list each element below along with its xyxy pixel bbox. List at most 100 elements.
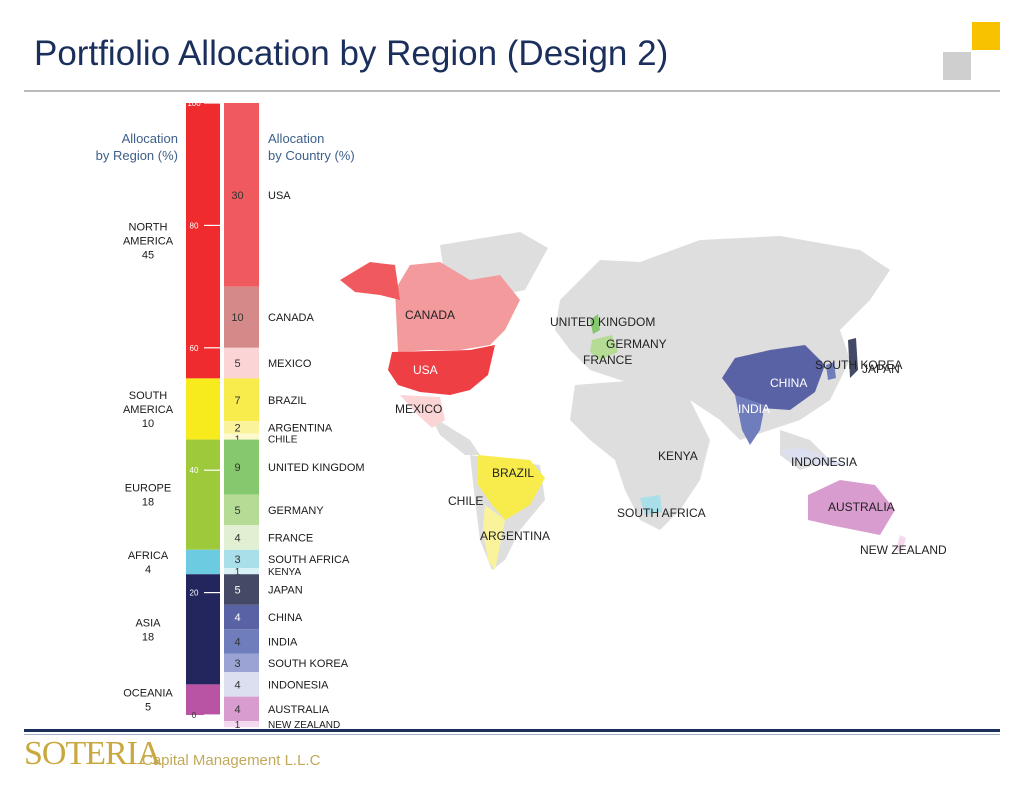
country-name-label: BRAZIL	[268, 395, 307, 407]
country-value-label: 4	[234, 679, 240, 691]
country-value-label: 3	[234, 554, 240, 566]
country-bar-segment	[224, 421, 259, 434]
country-name-label: JAPAN	[268, 585, 303, 597]
map-labels: CANADA USA MEXICO BRAZIL CHILE ARGENTINA…	[395, 308, 947, 557]
map-label-australia: AUSTRALIA	[828, 500, 895, 514]
country-value-label: 30	[231, 190, 243, 202]
country-name-label: SOUTH AFRICA	[268, 554, 350, 566]
country-name-label: USA	[268, 190, 291, 202]
country-bar-segment	[224, 721, 259, 728]
region-label: 5	[145, 702, 151, 714]
country-name-label: INDIA	[268, 637, 298, 649]
map-label-usa: USA	[413, 363, 438, 377]
indonesia-shape	[780, 448, 845, 465]
region-bar-segment	[186, 684, 220, 715]
country-value-label: 2	[234, 422, 240, 434]
country-name-label: KENYA	[268, 567, 301, 578]
region-bar-segment	[186, 439, 220, 550]
country-bar-segment	[224, 525, 259, 550]
title-divider	[24, 90, 1000, 92]
country-value-label: 5	[234, 505, 240, 517]
map-label-united-kingdom: UNITED KINGDOM	[550, 315, 655, 329]
country-bar-segment	[224, 347, 259, 379]
region-label: AMERICA	[123, 236, 174, 248]
region-tick-label: 60	[190, 344, 199, 353]
decor-square-yellow	[972, 22, 1000, 50]
map-label-germany: GERMANY	[606, 337, 667, 351]
japan-shape	[848, 338, 858, 378]
country-bar-segment	[224, 286, 259, 348]
country-bar-segment	[224, 439, 259, 495]
new-zealand-shape	[896, 535, 906, 552]
korea-shape	[826, 362, 836, 380]
germany-france-shape	[590, 335, 618, 360]
country-value-label: 4	[234, 533, 240, 545]
country-value-label: 10	[231, 312, 243, 324]
map-label-indonesia: INDONESIA	[791, 455, 857, 469]
map-label-india: INDIA	[738, 402, 770, 416]
region-label: 18	[142, 631, 154, 643]
country-bar-segment	[224, 103, 259, 287]
china-shape	[722, 345, 825, 410]
country-bar-segment	[224, 604, 259, 630]
country-name-label: CANADA	[268, 312, 315, 324]
region-label: OCEANIA	[123, 688, 173, 700]
brazil-shape	[478, 455, 545, 520]
country-value-label: 5	[234, 585, 240, 597]
region-label: 45	[142, 250, 154, 262]
region-tick-label: 100	[187, 99, 201, 108]
map-label-south-korea: SOUTH KOREA	[815, 358, 902, 372]
africa-shape	[570, 380, 710, 530]
region-header-line: Allocation	[122, 131, 178, 146]
country-bar-segment	[224, 574, 259, 605]
chile-argentina-shape	[483, 505, 505, 570]
region-label: AFRICA	[128, 550, 169, 562]
map-label-canada: CANADA	[405, 308, 455, 322]
country-name-label: ARGENTINA	[268, 422, 333, 434]
country-bar-segment	[224, 494, 259, 526]
region-label: SOUTH	[129, 390, 168, 402]
usa-shape	[388, 345, 495, 395]
country-value-label: 4	[234, 637, 240, 649]
brand-logo: SOTERIA	[24, 735, 162, 772]
country-value-label: 9	[234, 462, 240, 474]
region-bar-segment	[186, 378, 220, 440]
country-bar-segment	[224, 568, 259, 575]
region-header-line: by Region (%)	[96, 148, 178, 163]
country-bar-segment	[224, 696, 259, 722]
country-value-label: 5	[234, 358, 240, 370]
country-name-label: INDONESIA	[268, 679, 329, 691]
country-value-label: 4	[234, 704, 240, 716]
map-label-mexico: MEXICO	[395, 402, 442, 416]
country-header-line: by Country (%)	[268, 148, 355, 163]
region-bar-segment	[186, 103, 220, 379]
allocation-bars: Allocation by Region (%) Allocation by Coun…	[96, 99, 365, 731]
south-africa-shape	[640, 495, 662, 515]
uk-shape	[590, 314, 600, 334]
country-name-label: CHINA	[268, 612, 303, 624]
region-tick-label: 80	[190, 221, 199, 230]
country-name-label: SOUTH KOREA	[268, 658, 349, 670]
country-bar-segment	[224, 378, 259, 422]
region-label: 4	[145, 564, 151, 576]
country-value-label: 7	[234, 395, 240, 407]
country-bar-segment	[224, 653, 259, 673]
map-label-south-africa: SOUTH AFRICA	[617, 506, 706, 520]
brand-subtitle: Capital Management L.L.C	[142, 752, 321, 769]
country-name-label: CHILE	[268, 435, 298, 446]
footer-rule	[24, 729, 1000, 732]
country-value-label: 1	[235, 567, 241, 578]
country-name-label: AUSTRALIA	[268, 704, 330, 716]
map-label-japan: JAPAN	[862, 362, 900, 376]
country-value-label: 1	[235, 720, 241, 731]
country-bar-segment	[224, 549, 259, 569]
country-header-line: Allocation	[268, 131, 324, 146]
region-tick-label: 40	[190, 466, 199, 475]
region-tick-label: 0	[192, 711, 197, 720]
country-name-label: GERMANY	[268, 505, 324, 517]
map-label-kenya: KENYA	[658, 449, 698, 463]
page-title: Portfiolio Allocation by Region (Design …	[34, 34, 669, 73]
india-shape	[735, 395, 765, 445]
australia-shape	[808, 480, 895, 535]
